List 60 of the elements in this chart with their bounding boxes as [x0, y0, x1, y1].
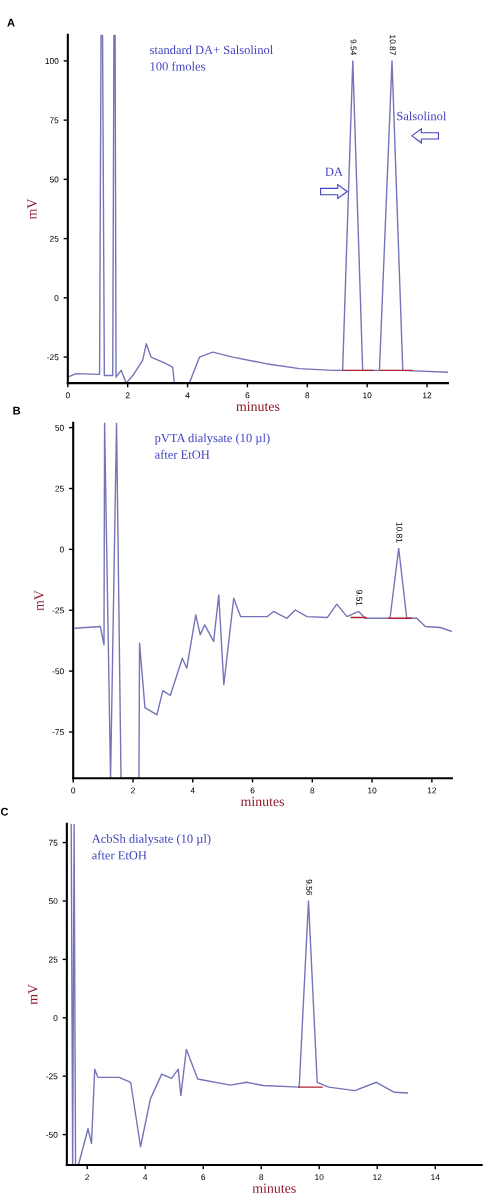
x-tick-label: 2	[125, 392, 130, 399]
x-tick-label: 2	[85, 1174, 90, 1181]
y-tick-label: 50	[55, 424, 64, 431]
y-tick-label: -25	[47, 354, 59, 361]
chart-title: B	[13, 406, 21, 415]
x-tick-label: 10	[363, 392, 372, 399]
x-tick-label: 8	[259, 1174, 264, 1181]
y-tick-label: -50	[46, 1131, 58, 1138]
x-axis-title: minutes	[252, 1183, 296, 1193]
x-tick-label: 8	[305, 392, 310, 399]
annotation: 10.87	[389, 35, 396, 55]
x-tick-label: 6	[245, 392, 250, 399]
y-tick-label: 75	[48, 839, 58, 846]
x-tick-label: 2	[131, 787, 135, 794]
annotation: DA	[325, 167, 343, 176]
annotation: 10.81	[396, 522, 403, 543]
line-series	[67, 34, 448, 384]
x-axis-title: minutes	[236, 401, 280, 412]
line-series	[70, 823, 409, 1165]
x-tick-label: 12	[373, 1174, 382, 1181]
x-tick-label: 10	[368, 787, 377, 794]
y-tick-label: 50	[49, 176, 59, 183]
x-tick-label: 0	[65, 392, 70, 399]
x-tick-label: 4	[190, 787, 195, 794]
y-tick-label: 0	[54, 295, 59, 301]
y-tick-label: -50	[52, 668, 64, 675]
y-tick-label: 25	[48, 956, 58, 963]
y-axis-title: mV	[27, 198, 37, 220]
x-tick-label: 0	[71, 787, 76, 794]
y-axis-title: mV	[28, 984, 38, 1005]
annotation: 9.56	[306, 879, 313, 896]
annotation: pVTA dialysate (10 µl) after EtOH	[154, 433, 270, 459]
y-tick-label: -25	[52, 607, 64, 614]
y-tick-label: 100	[45, 58, 59, 64]
y-axis-title: mV	[34, 590, 44, 611]
chart-title: C	[0, 807, 9, 816]
y-tick-label: 50	[48, 898, 58, 905]
y-tick-label: 0	[53, 1014, 58, 1021]
x-axis-title: minutes	[240, 796, 285, 807]
y-tick-label: 25	[55, 485, 64, 492]
annotation: Salsolinol	[397, 111, 447, 121]
x-tick-label: 4	[143, 1174, 148, 1181]
annotation: AcbSh dialysate (10 µl) after EtOH	[91, 834, 211, 860]
annotation: standard DA+ Salsolinol 100 fmoles	[150, 45, 274, 71]
x-tick-label: 4	[185, 392, 190, 399]
chart-title: A	[7, 18, 15, 27]
y-tick-label: -75	[52, 729, 64, 736]
y-tick-label: 0	[59, 546, 64, 553]
y-tick-label: 75	[49, 117, 59, 124]
y-tick-label: 25	[49, 235, 59, 242]
x-tick-label: 6	[250, 787, 255, 794]
x-tick-label: 12	[427, 787, 437, 794]
x-tick-label: 6	[201, 1174, 206, 1181]
x-tick-label: 10	[315, 1174, 324, 1181]
annotation: 9.54	[350, 39, 357, 56]
x-tick-label: 12	[423, 392, 432, 399]
x-tick-label: 8	[310, 787, 315, 794]
y-tick-label: -25	[46, 1073, 58, 1080]
annotation: 9.51	[356, 590, 363, 606]
x-tick-label: 14	[431, 1174, 440, 1181]
